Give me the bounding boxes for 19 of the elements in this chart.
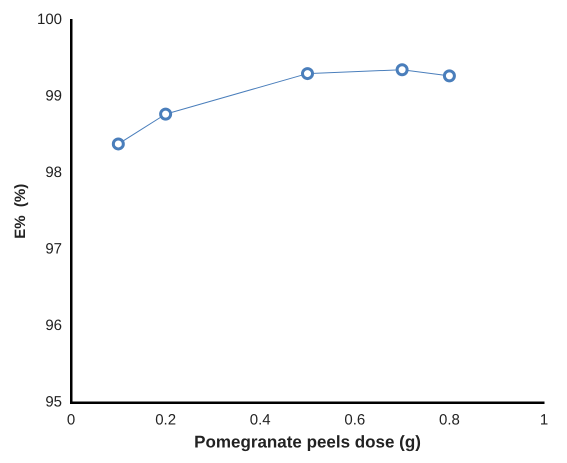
- point: [112, 137, 125, 150]
- y-axis-title: E% (%): [12, 184, 30, 239]
- y-tick-label: 98: [45, 164, 62, 182]
- point: [442, 69, 456, 82]
- x-tick-label: 0.8: [438, 412, 460, 429]
- x-tick-label: 0.2: [155, 412, 176, 429]
- x-tick-label: 0: [66, 412, 76, 429]
- point: [159, 108, 172, 121]
- y-tick-label: 99: [45, 88, 62, 105]
- y-tick-label: 100: [36, 11, 62, 28]
- point: [396, 63, 409, 76]
- y-tick-label: 95: [45, 394, 62, 411]
- x-axis-title: Pomegranate peels dose (g): [194, 432, 421, 452]
- x-tick-label: 0.6: [344, 412, 366, 429]
- point: [301, 67, 314, 80]
- y-tick-label: 96: [45, 317, 62, 334]
- x-tick-label: 0.4: [250, 412, 271, 429]
- y-tick-label: 97: [45, 240, 62, 258]
- x-tick-label: 1: [540, 412, 548, 429]
